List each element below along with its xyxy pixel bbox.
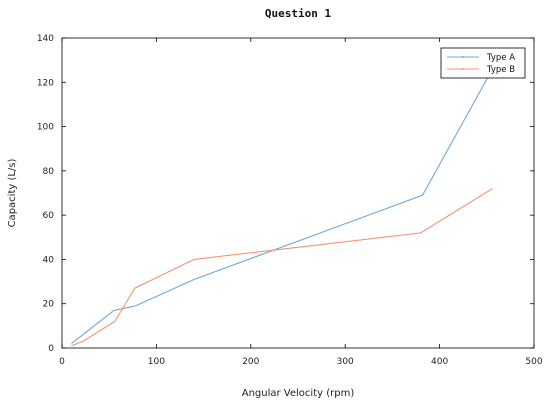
y-axis-label: Capacity (L/s) [7,158,18,227]
series-line-2 [71,188,493,347]
x-tick-label: 0 [59,357,65,367]
chart-title: Question 1 [265,7,332,20]
legend: Type A Type B [440,47,526,79]
legend-marker-1 [462,56,464,58]
legend-label-2: Type B [486,65,515,75]
y-tick-label: 80 [43,167,55,177]
y-tick-label: 100 [37,123,54,133]
x-tick-label: 200 [242,357,259,367]
y-tick-label: 140 [37,34,54,44]
x-tick-label: 500 [525,357,542,367]
y-tick-label: 60 [43,211,55,221]
legend-box [440,47,526,79]
series-layer [71,68,493,347]
legend-label-1: Type A [486,53,515,63]
series-line-1 [71,68,493,345]
plot-area [61,37,535,349]
x-tick-label: 300 [337,357,354,367]
x-axis-label: Angular Velocity (rpm) [242,388,355,399]
y-tick-label: 0 [48,344,54,354]
axis-ticks: 0 100 200 300 400 500 0 20 40 60 80 100 120 140 [37,34,543,367]
legend-marker-2 [462,68,464,70]
x-tick-label: 100 [148,357,165,367]
y-tick-label: 20 [43,300,55,310]
y-tick-label: 40 [43,255,55,265]
y-tick-label: 120 [37,78,54,88]
x-tick-label: 400 [431,357,448,367]
